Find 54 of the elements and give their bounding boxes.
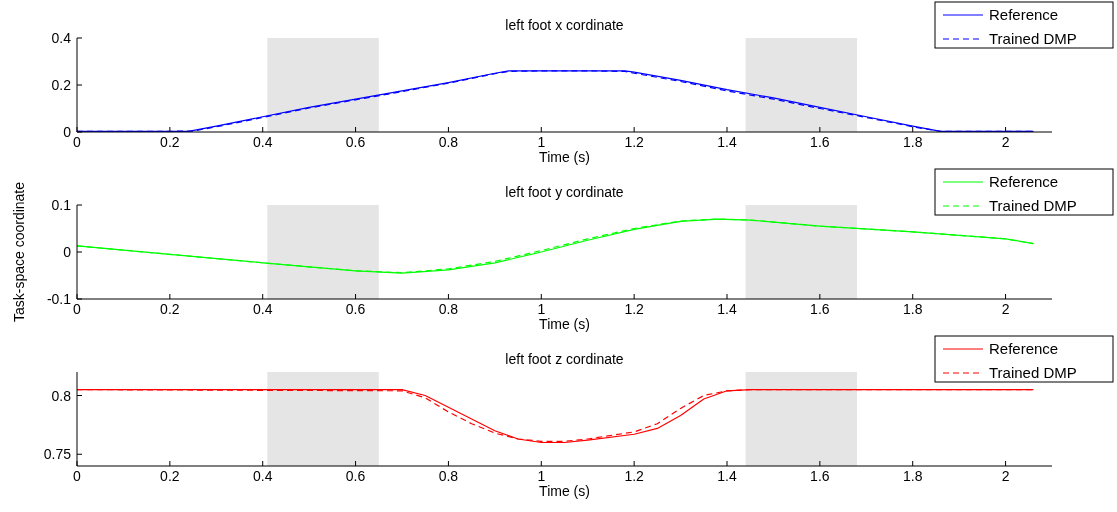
x-axis-title: Time (s): [539, 149, 590, 165]
x-tick-label: 0.8: [438, 301, 459, 317]
y-tick-label: 0.1: [51, 197, 72, 213]
legend-label: Trained DMP: [989, 197, 1077, 214]
x-tick-label: 0.6: [345, 468, 366, 484]
x-tick-label: 0.2: [160, 468, 180, 484]
x-tick-label: 1: [537, 301, 546, 317]
legend-label: Trained DMP: [989, 364, 1077, 381]
x-tick-label: 1.4: [717, 134, 737, 150]
y-tick-label: 0: [63, 124, 72, 140]
x-tick-label: 1.8: [902, 301, 923, 317]
x-tick-label: 1.4: [717, 468, 737, 484]
x-tick-label: 0.2: [160, 134, 180, 150]
x-tick-label: 1: [537, 134, 546, 150]
x-tick-label: 0: [73, 301, 82, 317]
legend-label: Reference: [989, 340, 1059, 357]
x-tick-label: 0.8: [438, 468, 459, 484]
x-tick-label: 1.6: [810, 134, 830, 150]
x-axis-title: Time (s): [539, 483, 590, 499]
x-tick-label: 0.4: [252, 468, 273, 484]
x-tick-label: 1.2: [624, 301, 645, 317]
x-tick-label: 1.2: [624, 134, 645, 150]
x-tick-label: 0: [73, 468, 82, 484]
x-tick-label: 0.4: [252, 301, 273, 317]
legend-label: Reference: [989, 173, 1059, 190]
x-tick-label: 0.6: [345, 134, 366, 150]
chart-title: left foot x cordinate: [505, 17, 624, 33]
y-tick-label: 0.2: [51, 77, 72, 93]
x-tick-label: 1.8: [902, 134, 923, 150]
x-tick-label: 0.8: [438, 134, 459, 150]
x-tick-label: 1.6: [810, 468, 830, 484]
x-tick-label: 2: [1001, 301, 1010, 317]
x-tick-label: 0.2: [160, 301, 180, 317]
y-axis-title: Task-space coordinate: [11, 181, 27, 323]
chart-title: left foot y cordinate: [505, 184, 624, 200]
x-tick-label: 2: [1001, 468, 1010, 484]
y-tick-label: 0.8: [51, 387, 72, 404]
y-tick-label: 0.4: [51, 30, 72, 46]
x-tick-label: 0.6: [345, 301, 366, 317]
legend-label: Trained DMP: [989, 30, 1077, 47]
legend-label: Reference: [989, 6, 1059, 23]
x-tick-label: 1: [537, 468, 546, 484]
y-tick-label: -0.1: [46, 291, 72, 307]
x-tick-label: 1.2: [624, 468, 645, 484]
x-tick-label: 1.8: [902, 468, 923, 484]
x-tick-label: 1.4: [717, 301, 737, 317]
x-tick-label: 0: [73, 134, 82, 150]
x-tick-label: 2: [1001, 134, 1010, 150]
y-tick-label: 0: [63, 244, 72, 260]
chart-title: left foot z cordinate: [505, 351, 624, 367]
y-tick-label: 0.75: [43, 446, 72, 463]
x-axis-title: Time (s): [539, 316, 590, 332]
x-tick-label: 1.6: [810, 301, 830, 317]
x-tick-label: 0.4: [252, 134, 273, 150]
